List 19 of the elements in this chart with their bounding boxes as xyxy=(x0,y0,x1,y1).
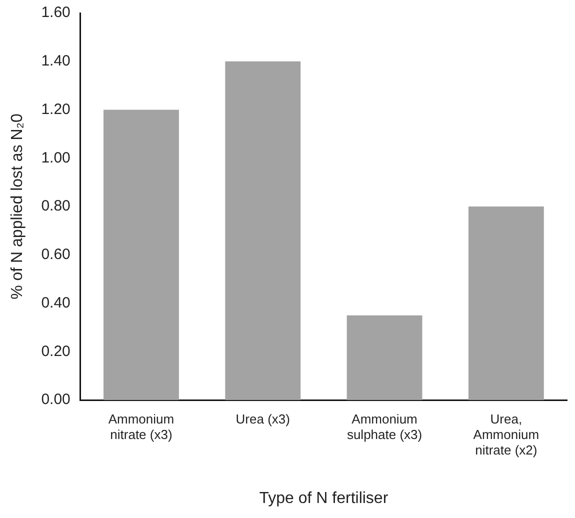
bar xyxy=(346,315,422,400)
x-tick-label: Ammonium nitrate (x3) xyxy=(108,411,174,442)
x-tick-label: Ammonium sulphate (x3) xyxy=(346,411,422,442)
y-axis-title: % of N applied lost as N₂0 xyxy=(9,113,26,300)
x-tick-label: Urea (x3) xyxy=(236,411,290,426)
y-tick-label: 0.20 xyxy=(41,342,70,360)
x-axis-title: Type of N fertiliser xyxy=(259,490,389,507)
y-tick-label: 0.40 xyxy=(41,294,70,312)
bar xyxy=(104,110,179,400)
y-tick-label: 0.80 xyxy=(41,198,70,215)
y-tick-label: 1.60 xyxy=(41,4,70,22)
y-tick-label: 0.60 xyxy=(41,246,70,264)
y-tick-label: 0.00 xyxy=(41,391,70,408)
y-tick-label: 1.20 xyxy=(41,100,70,118)
bar xyxy=(225,61,301,400)
y-tick-label: 1.00 xyxy=(41,149,70,166)
bar xyxy=(468,206,544,400)
y-tick-label: 1.40 xyxy=(41,52,70,70)
x-tick-label: Urea, Ammonium nitrate (x2) xyxy=(473,411,540,458)
